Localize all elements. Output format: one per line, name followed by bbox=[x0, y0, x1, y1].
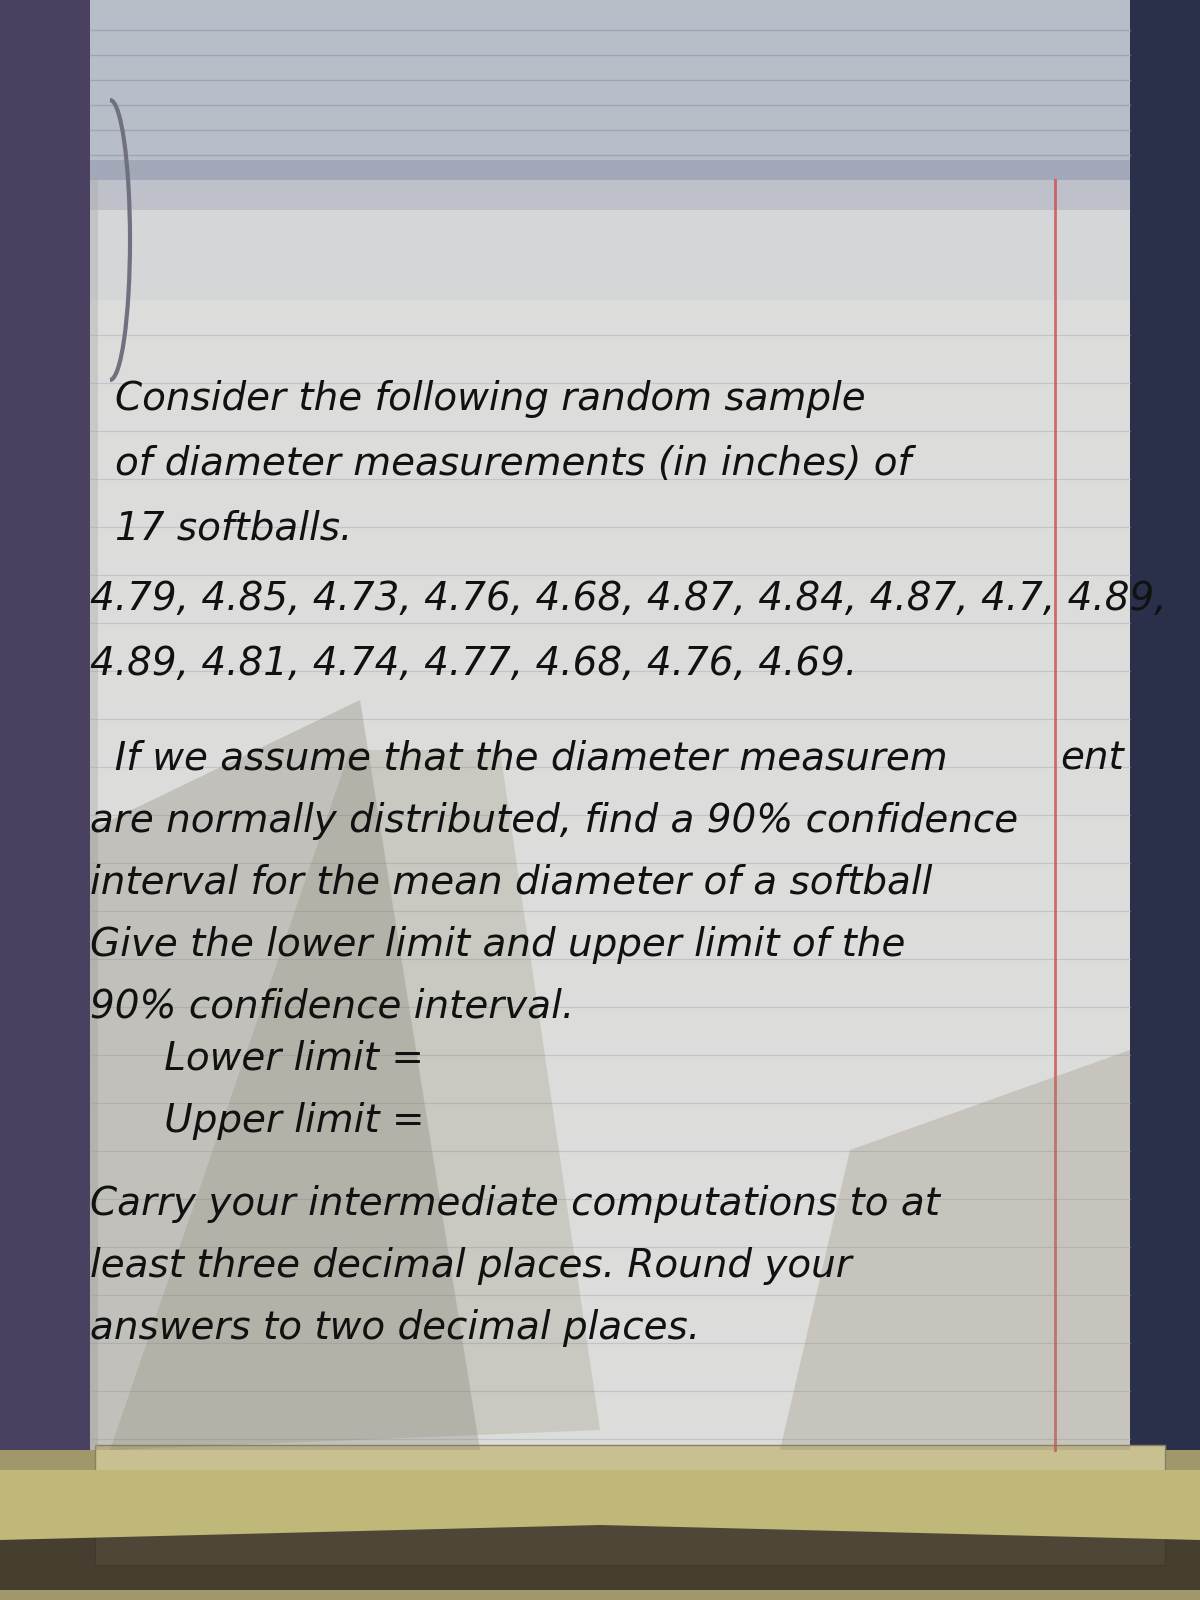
Text: 4.89, 4.81, 4.74, 4.77, 4.68, 4.76, 4.69.: 4.89, 4.81, 4.74, 4.77, 4.68, 4.76, 4.69… bbox=[90, 645, 857, 683]
Text: least three decimal places. Round your: least three decimal places. Round your bbox=[90, 1246, 852, 1285]
Text: ent: ent bbox=[1060, 739, 1123, 778]
Text: are normally distributed, find a 90% confidence: are normally distributed, find a 90% con… bbox=[90, 802, 1018, 840]
Text: Consider the following random sample: Consider the following random sample bbox=[115, 379, 865, 418]
Polygon shape bbox=[90, 701, 480, 1450]
Text: Carry your intermediate computations to at: Carry your intermediate computations to … bbox=[90, 1186, 940, 1222]
Bar bbox=[0, 1510, 1200, 1590]
Bar bbox=[90, 179, 98, 1450]
Text: Lower limit =: Lower limit = bbox=[90, 1040, 424, 1078]
Bar bbox=[90, 179, 1130, 1450]
Text: 17 softballs.: 17 softballs. bbox=[115, 510, 353, 547]
Bar bbox=[1130, 0, 1200, 1600]
Text: 4.79, 4.85, 4.73, 4.76, 4.68, 4.87, 4.84, 4.87, 4.7, 4.89,: 4.79, 4.85, 4.73, 4.76, 4.68, 4.87, 4.84… bbox=[90, 579, 1166, 618]
Text: Upper limit =: Upper limit = bbox=[90, 1102, 425, 1139]
Text: interval for the mean diameter of a softball: interval for the mean diameter of a soft… bbox=[90, 864, 932, 902]
Bar bbox=[0, 0, 90, 1600]
Text: 90% confidence interval.: 90% confidence interval. bbox=[90, 987, 575, 1026]
Text: answers to two decimal places.: answers to two decimal places. bbox=[90, 1309, 700, 1347]
Bar bbox=[0, 1450, 1200, 1600]
Text: Give the lower limit and upper limit of the: Give the lower limit and upper limit of … bbox=[90, 926, 905, 963]
Bar bbox=[95, 1445, 1165, 1565]
Polygon shape bbox=[0, 1470, 1200, 1539]
Text: of diameter measurements (in inches) of: of diameter measurements (in inches) of bbox=[115, 445, 911, 483]
Polygon shape bbox=[110, 750, 600, 1450]
Bar bbox=[90, 160, 1130, 210]
Text: If we assume that the diameter measurem: If we assume that the diameter measurem bbox=[90, 739, 948, 778]
Bar bbox=[90, 179, 1130, 301]
Polygon shape bbox=[780, 1050, 1130, 1450]
Bar bbox=[90, 0, 1130, 179]
